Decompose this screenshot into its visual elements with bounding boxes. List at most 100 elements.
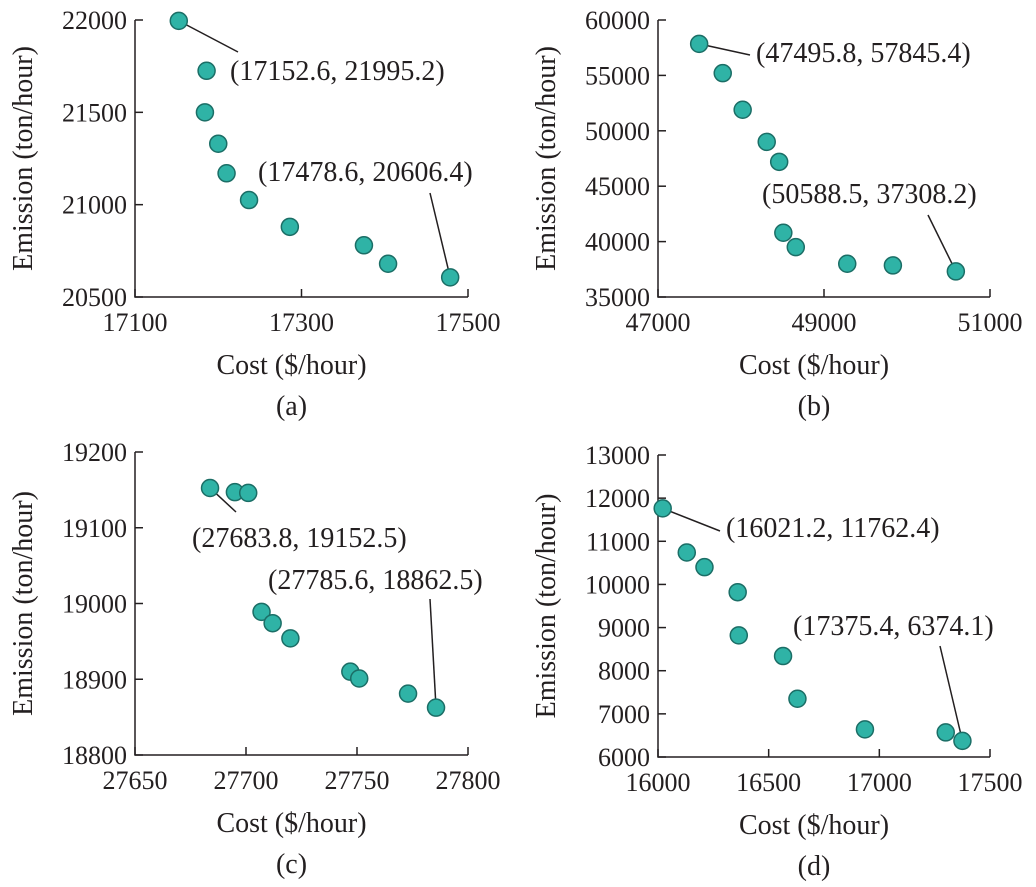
data-point (217, 164, 236, 183)
axis-lines (657, 455, 990, 758)
data-point (169, 11, 189, 31)
x-tick-label: 17500 (436, 308, 501, 337)
data-point (239, 190, 259, 210)
annotation-label: (50588.5, 37308.2) (762, 179, 977, 210)
data-point (855, 720, 875, 739)
x-tick-label: 27750 (325, 766, 390, 795)
x-axis-label: Cost ($/hour) (216, 350, 366, 381)
annotation-label: (17478.6, 20606.4) (258, 157, 473, 188)
y-tick-label: 9000 (598, 614, 650, 643)
x-tick-label: 27700 (214, 766, 279, 795)
x-axis-label: Cost ($/hour) (739, 810, 889, 841)
y-tick-label: 60000 (585, 6, 650, 35)
data-point (788, 689, 807, 709)
x-axis-label: Cost ($/hour) (216, 808, 366, 839)
annotation-leader-line (662, 507, 721, 532)
data-point (713, 63, 732, 83)
annotation-leader-line (939, 645, 964, 742)
data-point (946, 262, 966, 281)
data-point (280, 217, 300, 237)
x-tick-label: 51000 (958, 308, 1023, 337)
chart-panel-3: 18800 18900 19000 19100 19200 27650 27700 27750… (8, 438, 501, 880)
chart-panel-4: 6000 7000 8000 9000 10000 11000 12000 13000 1600… (531, 441, 1023, 882)
annotation-leader-line (429, 192, 451, 278)
x-tick-label: 16000 (626, 768, 691, 797)
data-point (728, 582, 747, 602)
y-tick-label: 21000 (62, 191, 127, 220)
x-tick-label: 17300 (269, 308, 334, 337)
y-tick-label: 20500 (62, 283, 127, 312)
x-axis-label: Cost ($/hour) (739, 350, 889, 381)
data-point (677, 543, 697, 562)
annotation-label: (27785.6, 18862.5) (268, 565, 483, 596)
data-point (349, 669, 369, 688)
x-tick-label: 27800 (436, 766, 501, 795)
panel-label: (b) (798, 391, 831, 422)
x-tick-label: 16500 (736, 768, 801, 797)
panel-label: (a) (276, 391, 307, 422)
x-tick-label: 47000 (626, 308, 691, 337)
data-point (769, 152, 789, 172)
annotation-leader-line (178, 20, 239, 53)
data-point (252, 602, 271, 622)
y-tick-label: 45000 (585, 172, 650, 201)
data-point (837, 254, 857, 274)
data-point (936, 723, 955, 742)
annotation-label: (17152.6, 21995.2) (230, 56, 445, 87)
data-point (426, 698, 446, 717)
axis-lines (134, 452, 468, 756)
data-point (195, 103, 215, 122)
y-tick-label: 35000 (585, 283, 650, 312)
data-point (200, 478, 220, 498)
panel-label: (d) (798, 851, 831, 882)
y-axis-label: Emission (ton/hour) (531, 46, 562, 271)
y-tick-label: 55000 (585, 61, 650, 90)
data-point (773, 646, 793, 666)
y-tick-label: 19200 (62, 438, 127, 467)
data-point (695, 557, 714, 577)
y-axis-label: Emission (ton/hour) (8, 46, 39, 271)
x-tick-label: 49000 (792, 308, 857, 337)
y-tick-label: 22000 (62, 6, 127, 35)
data-point (281, 629, 300, 648)
x-tick-label: 17500 (958, 768, 1023, 797)
chart-panel-1: 20500 21000 21500 22000 17100 17300 17500 Cost … (8, 6, 501, 422)
data-point (757, 132, 776, 152)
y-tick-label: 8000 (598, 657, 650, 686)
annotation-label: (27683.8, 19152.5) (192, 523, 407, 554)
y-axis-label: Emission (ton/hour) (531, 494, 562, 719)
data-point (786, 237, 806, 257)
data-point (209, 134, 228, 153)
data-point (354, 236, 374, 255)
y-tick-label: 12000 (585, 484, 650, 513)
y-tick-label: 19000 (62, 590, 127, 619)
annotation-label: (47495.8, 57845.4) (756, 38, 971, 69)
data-point (378, 254, 398, 274)
annotation-leader-line (429, 598, 437, 708)
panel-label: (c) (276, 849, 307, 880)
data-point (733, 100, 752, 119)
data-point (263, 613, 282, 633)
y-tick-label: 7000 (598, 700, 650, 729)
y-tick-label: 18900 (62, 665, 127, 694)
annotation-label: (16021.2, 11762.4) (726, 513, 940, 544)
data-point (197, 61, 216, 81)
annotation-label: (17375.4, 6374.1) (793, 611, 994, 642)
y-tick-label: 18800 (62, 741, 127, 770)
chart-panel-2: 35000 40000 45000 50000 55000 60000 47000 49000… (531, 6, 1023, 422)
data-point (238, 483, 258, 503)
x-tick-label: 17000 (847, 768, 912, 797)
y-tick-label: 40000 (585, 228, 650, 257)
data-point (953, 731, 972, 751)
data-point (440, 268, 460, 287)
annotation-leader-line (927, 214, 957, 272)
data-point (883, 256, 903, 275)
y-axis-label: Emission (ton/hour) (8, 491, 39, 716)
y-tick-label: 13000 (585, 441, 650, 470)
data-point (774, 223, 793, 242)
y-tick-label: 11000 (586, 527, 650, 556)
data-point (729, 626, 749, 645)
data-point (689, 34, 709, 54)
y-tick-label: 50000 (585, 117, 650, 146)
